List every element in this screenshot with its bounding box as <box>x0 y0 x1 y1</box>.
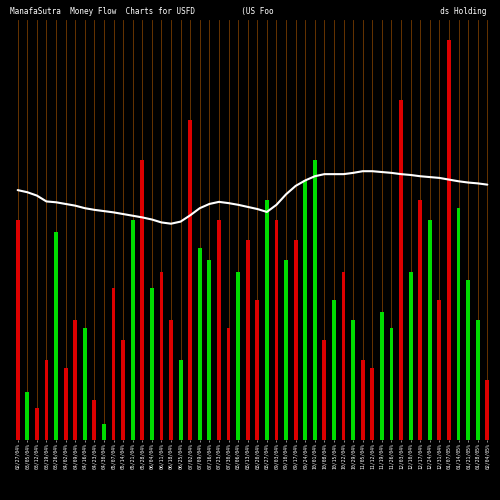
Bar <box>131 220 134 440</box>
Bar <box>466 280 470 440</box>
Bar <box>351 320 355 440</box>
Bar <box>294 240 298 440</box>
Bar <box>274 220 278 440</box>
Bar <box>313 160 316 440</box>
Bar <box>399 100 403 440</box>
Bar <box>178 360 182 440</box>
Bar <box>102 424 106 440</box>
Bar <box>112 288 116 440</box>
Bar <box>428 220 432 440</box>
Text: ManafaSutra  Money Flow  Charts for USFD          (US Foo                       : ManafaSutra Money Flow Charts for USFD (… <box>10 8 486 16</box>
Bar <box>456 208 460 440</box>
Bar <box>390 328 394 440</box>
Bar <box>64 368 68 440</box>
Bar <box>408 272 412 440</box>
Bar <box>256 300 259 440</box>
Bar <box>380 312 384 440</box>
Bar <box>188 120 192 440</box>
Bar <box>140 160 144 440</box>
Bar <box>246 240 250 440</box>
Bar <box>447 40 451 440</box>
Bar <box>322 340 326 440</box>
Bar <box>342 272 345 440</box>
Bar <box>121 340 125 440</box>
Bar <box>160 272 164 440</box>
Bar <box>217 220 221 440</box>
Bar <box>169 320 173 440</box>
Bar <box>16 220 20 440</box>
Bar <box>208 260 212 440</box>
Bar <box>265 200 269 440</box>
Bar <box>476 320 480 440</box>
Bar <box>486 380 489 440</box>
Bar <box>26 392 29 440</box>
Bar <box>438 300 442 440</box>
Bar <box>92 400 96 440</box>
Bar <box>44 360 48 440</box>
Bar <box>304 180 307 440</box>
Bar <box>226 328 230 440</box>
Bar <box>74 320 77 440</box>
Bar <box>361 360 364 440</box>
Bar <box>236 272 240 440</box>
Bar <box>418 200 422 440</box>
Bar <box>83 328 86 440</box>
Bar <box>35 408 39 440</box>
Bar <box>198 248 202 440</box>
Bar <box>284 260 288 440</box>
Bar <box>332 300 336 440</box>
Bar <box>150 288 154 440</box>
Bar <box>54 232 58 440</box>
Bar <box>370 368 374 440</box>
